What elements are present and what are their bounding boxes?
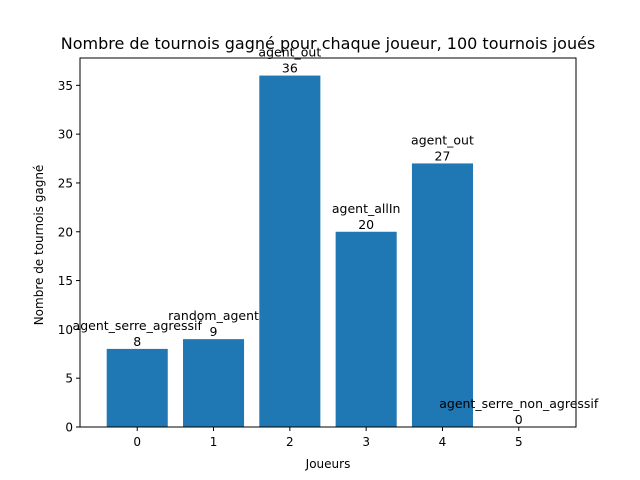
y-tick-label-0: 0 bbox=[65, 421, 73, 435]
x-axis-label: Joueurs bbox=[305, 457, 351, 471]
plot-frame bbox=[79, 57, 577, 428]
y-tick-label-5: 25 bbox=[58, 176, 73, 190]
x-tick-label-5: 5 bbox=[515, 435, 523, 449]
bar-value-label-2: 36 bbox=[282, 61, 298, 76]
bar-value-label-4: 27 bbox=[435, 148, 451, 163]
y-tick-label-3: 15 bbox=[58, 274, 73, 288]
bar-value-label-1: 9 bbox=[210, 324, 218, 339]
x-tick-label-3: 3 bbox=[362, 435, 370, 449]
x-tick-label-4: 4 bbox=[439, 435, 447, 449]
bar-2 bbox=[259, 75, 321, 428]
bar-1 bbox=[183, 339, 245, 427]
chart-title: Nombre de tournois gagné pour chaque jou… bbox=[61, 34, 596, 53]
x-tick-label-0: 0 bbox=[133, 435, 141, 449]
y-tick-label-4: 20 bbox=[58, 225, 73, 239]
bars-group bbox=[106, 75, 473, 428]
bar-name-label-4: agent_out bbox=[411, 132, 474, 147]
bar-0 bbox=[106, 348, 168, 427]
x-axis-ticks: 0 1 2 3 4 5 bbox=[133, 427, 523, 449]
bar-4 bbox=[411, 163, 473, 427]
y-axis-label: Nombre de tournois gagné bbox=[32, 165, 46, 326]
bar-value-label-5: 0 bbox=[515, 412, 523, 427]
bar-name-label-2: agent_out bbox=[258, 45, 321, 60]
bar-value-label-3: 20 bbox=[358, 217, 374, 232]
bar-name-label-5: agent_serre_non_agressif bbox=[439, 396, 599, 411]
bar-3 bbox=[335, 231, 397, 427]
bar-name-label-1: random_agent bbox=[168, 308, 259, 323]
y-tick-label-1: 5 bbox=[65, 372, 73, 386]
x-tick-label-2: 2 bbox=[286, 435, 294, 449]
y-axis-ticks: 0 5 10 15 20 25 30 35 bbox=[58, 79, 80, 435]
y-tick-label-6: 30 bbox=[58, 128, 73, 142]
bar-name-label-0: agent_serre_agressif bbox=[73, 318, 203, 333]
y-tick-label-2: 10 bbox=[58, 323, 73, 337]
bar-name-label-3: agent_allIn bbox=[332, 201, 401, 216]
x-tick-label-1: 1 bbox=[210, 435, 218, 449]
y-tick-label-7: 35 bbox=[58, 79, 73, 93]
bar-value-label-0: 8 bbox=[133, 334, 141, 349]
